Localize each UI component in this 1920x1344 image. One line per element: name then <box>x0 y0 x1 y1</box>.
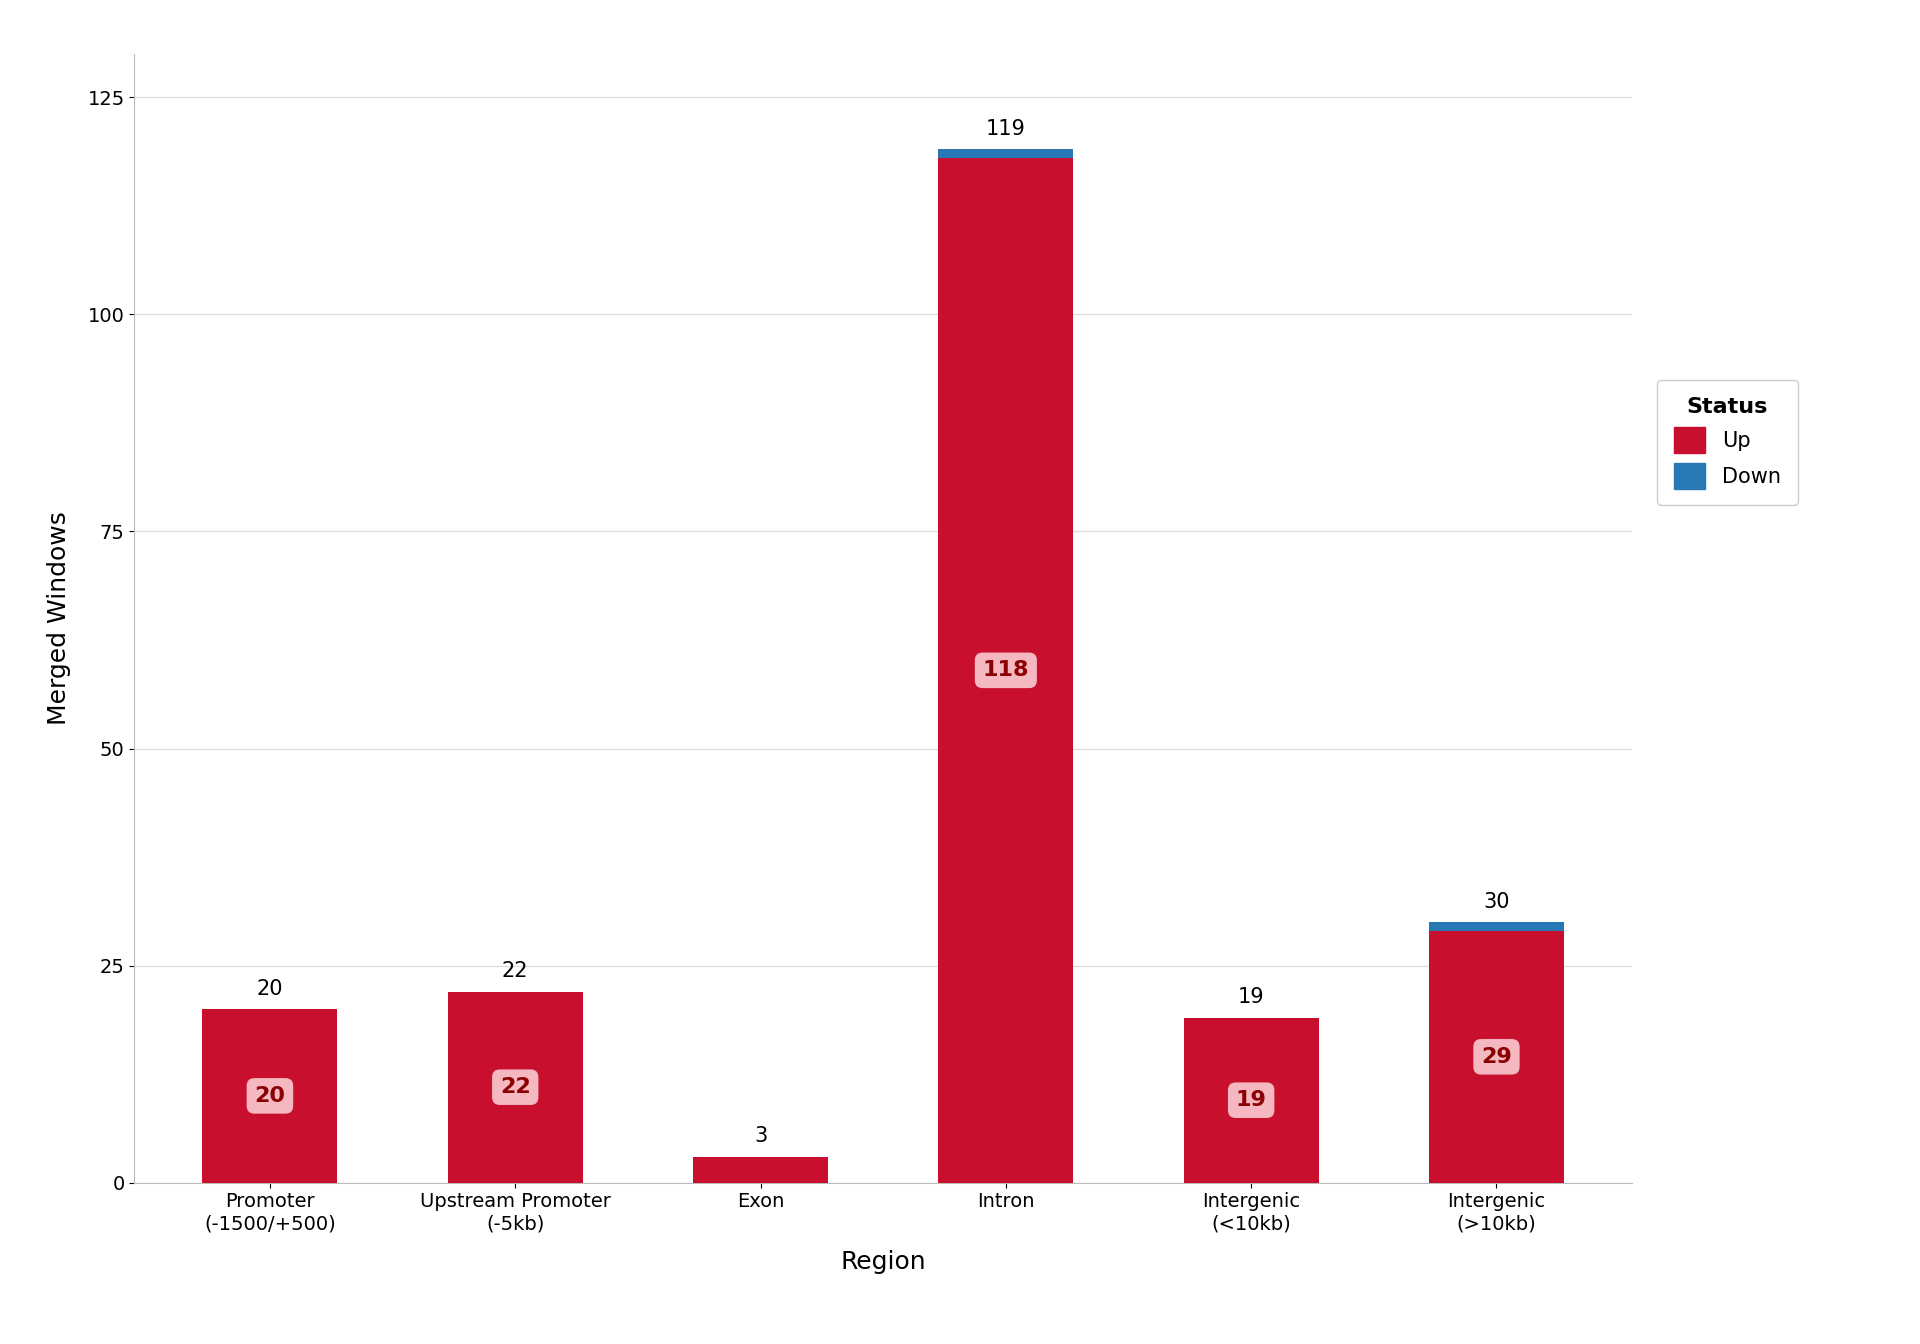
Text: 29: 29 <box>1480 1047 1511 1067</box>
Text: 119: 119 <box>985 118 1025 138</box>
Text: 3: 3 <box>755 1126 768 1146</box>
Bar <box>693 1157 828 1183</box>
Bar <box>939 159 1073 1183</box>
Text: 118: 118 <box>983 660 1029 680</box>
X-axis label: Region: Region <box>841 1250 925 1274</box>
Bar <box>1428 931 1565 1183</box>
Y-axis label: Merged Windows: Merged Windows <box>46 511 71 726</box>
Text: 30: 30 <box>1484 892 1509 911</box>
Bar <box>1428 922 1565 931</box>
Text: 20: 20 <box>257 978 282 999</box>
Bar <box>1185 1017 1319 1183</box>
Text: 22: 22 <box>501 961 528 981</box>
Legend: Up, Down: Up, Down <box>1657 380 1797 505</box>
Text: 20: 20 <box>255 1086 286 1106</box>
Text: 22: 22 <box>499 1077 530 1097</box>
Text: 19: 19 <box>1238 988 1265 1007</box>
Bar <box>939 149 1073 159</box>
Bar <box>202 1009 338 1183</box>
Text: 19: 19 <box>1236 1090 1267 1110</box>
Bar <box>447 992 582 1183</box>
